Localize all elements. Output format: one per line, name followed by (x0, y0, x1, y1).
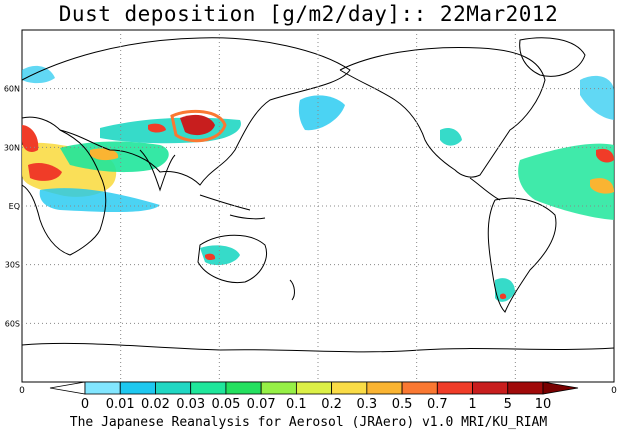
lat-label: 30N (4, 143, 20, 152)
colorbar-right-value: 0 (611, 386, 617, 396)
dust-europe (22, 65, 55, 84)
colorbar-right-arrow (542, 381, 579, 395)
colorbar-box (436, 381, 473, 395)
colorbar-label: 0.07 (247, 397, 276, 412)
map-footer: The Japanese Reanalysis for Aerosol (JRA… (69, 415, 548, 430)
colorbar: 0 0.01 0.02 0.03 0.05 0.07 0.1 0.2 0.3 0.5 0.7 1 5 10 (49, 381, 579, 412)
coast-new-zealand (289, 279, 295, 301)
coast-north-america (339, 47, 546, 178)
dust-australia-core (205, 253, 216, 261)
colorbar-label: 0.5 (392, 397, 413, 412)
dust-atlantic-core (596, 148, 614, 163)
lat-label: 60N (4, 85, 20, 94)
colorbar-label: 0.2 (321, 397, 342, 412)
colorbar-box (84, 381, 121, 395)
coast-central-america (469, 177, 501, 201)
dust-arabia-core (90, 148, 119, 161)
dust-gobi (180, 114, 215, 136)
colorbar-box (401, 381, 438, 395)
colorbar-box (366, 381, 403, 395)
map-title: Dust deposition [g/m2/day]:: 22Mar2012 (58, 2, 559, 26)
dust-taklimakan (148, 123, 166, 133)
dust-atlantic-east (590, 178, 614, 194)
colorbar-box (472, 381, 509, 395)
colorbar-box (119, 381, 156, 395)
coast-indonesia (199, 194, 266, 220)
dust-sahara-core (28, 162, 62, 181)
colorbar-box (295, 381, 333, 395)
colorbar-label: 0.1 (286, 397, 307, 412)
colorbar-label: 10 (535, 397, 552, 412)
colorbar-box (155, 381, 192, 395)
colorbar-box (507, 381, 544, 395)
colorbar-left-arrow (49, 381, 86, 395)
dust-gobi-ring (170, 109, 227, 143)
dust-atlantic (518, 143, 614, 220)
colorbar-left-value: 0 (19, 386, 25, 396)
dust-ne-atlantic (580, 75, 614, 120)
dust-north-america (440, 128, 462, 146)
colorbar-label: 0.7 (427, 397, 448, 412)
colorbar-box (190, 381, 227, 395)
colorbar-box (331, 381, 368, 395)
colorbar-label: 0 (81, 397, 89, 412)
dust-patagonia-core (500, 293, 507, 300)
colorbar-label: 5 (504, 397, 512, 412)
lat-label: 30S (5, 261, 20, 270)
coast-antarctica (21, 342, 615, 353)
dust-west-africa (22, 125, 39, 152)
lat-label: EQ (9, 202, 20, 211)
coast-south-america (487, 197, 557, 313)
colorbar-label: 0.05 (211, 397, 240, 412)
dust-fields (22, 65, 614, 302)
colorbar-box (225, 381, 262, 395)
dust-north-pacific (298, 95, 345, 131)
colorbar-box (260, 381, 297, 395)
coast-greenland (519, 37, 586, 77)
coastlines (21, 37, 615, 353)
lat-label: 60S (5, 319, 20, 328)
graticule (22, 30, 614, 382)
colorbar-label: 0.03 (176, 397, 205, 412)
colorbar-label: 1 (468, 397, 476, 412)
latitude-labels: 60N 30N EQ 30S 60S (4, 85, 20, 329)
coast-eurasia (21, 37, 351, 186)
dust-africa-south (39, 188, 160, 213)
coast-australia (197, 234, 267, 284)
colorbar-label: 0.02 (141, 397, 170, 412)
dust-australia (200, 245, 240, 266)
colorbar-label: 0.01 (106, 397, 135, 412)
coast-india (139, 149, 176, 192)
colorbar-label: 0.3 (357, 397, 378, 412)
